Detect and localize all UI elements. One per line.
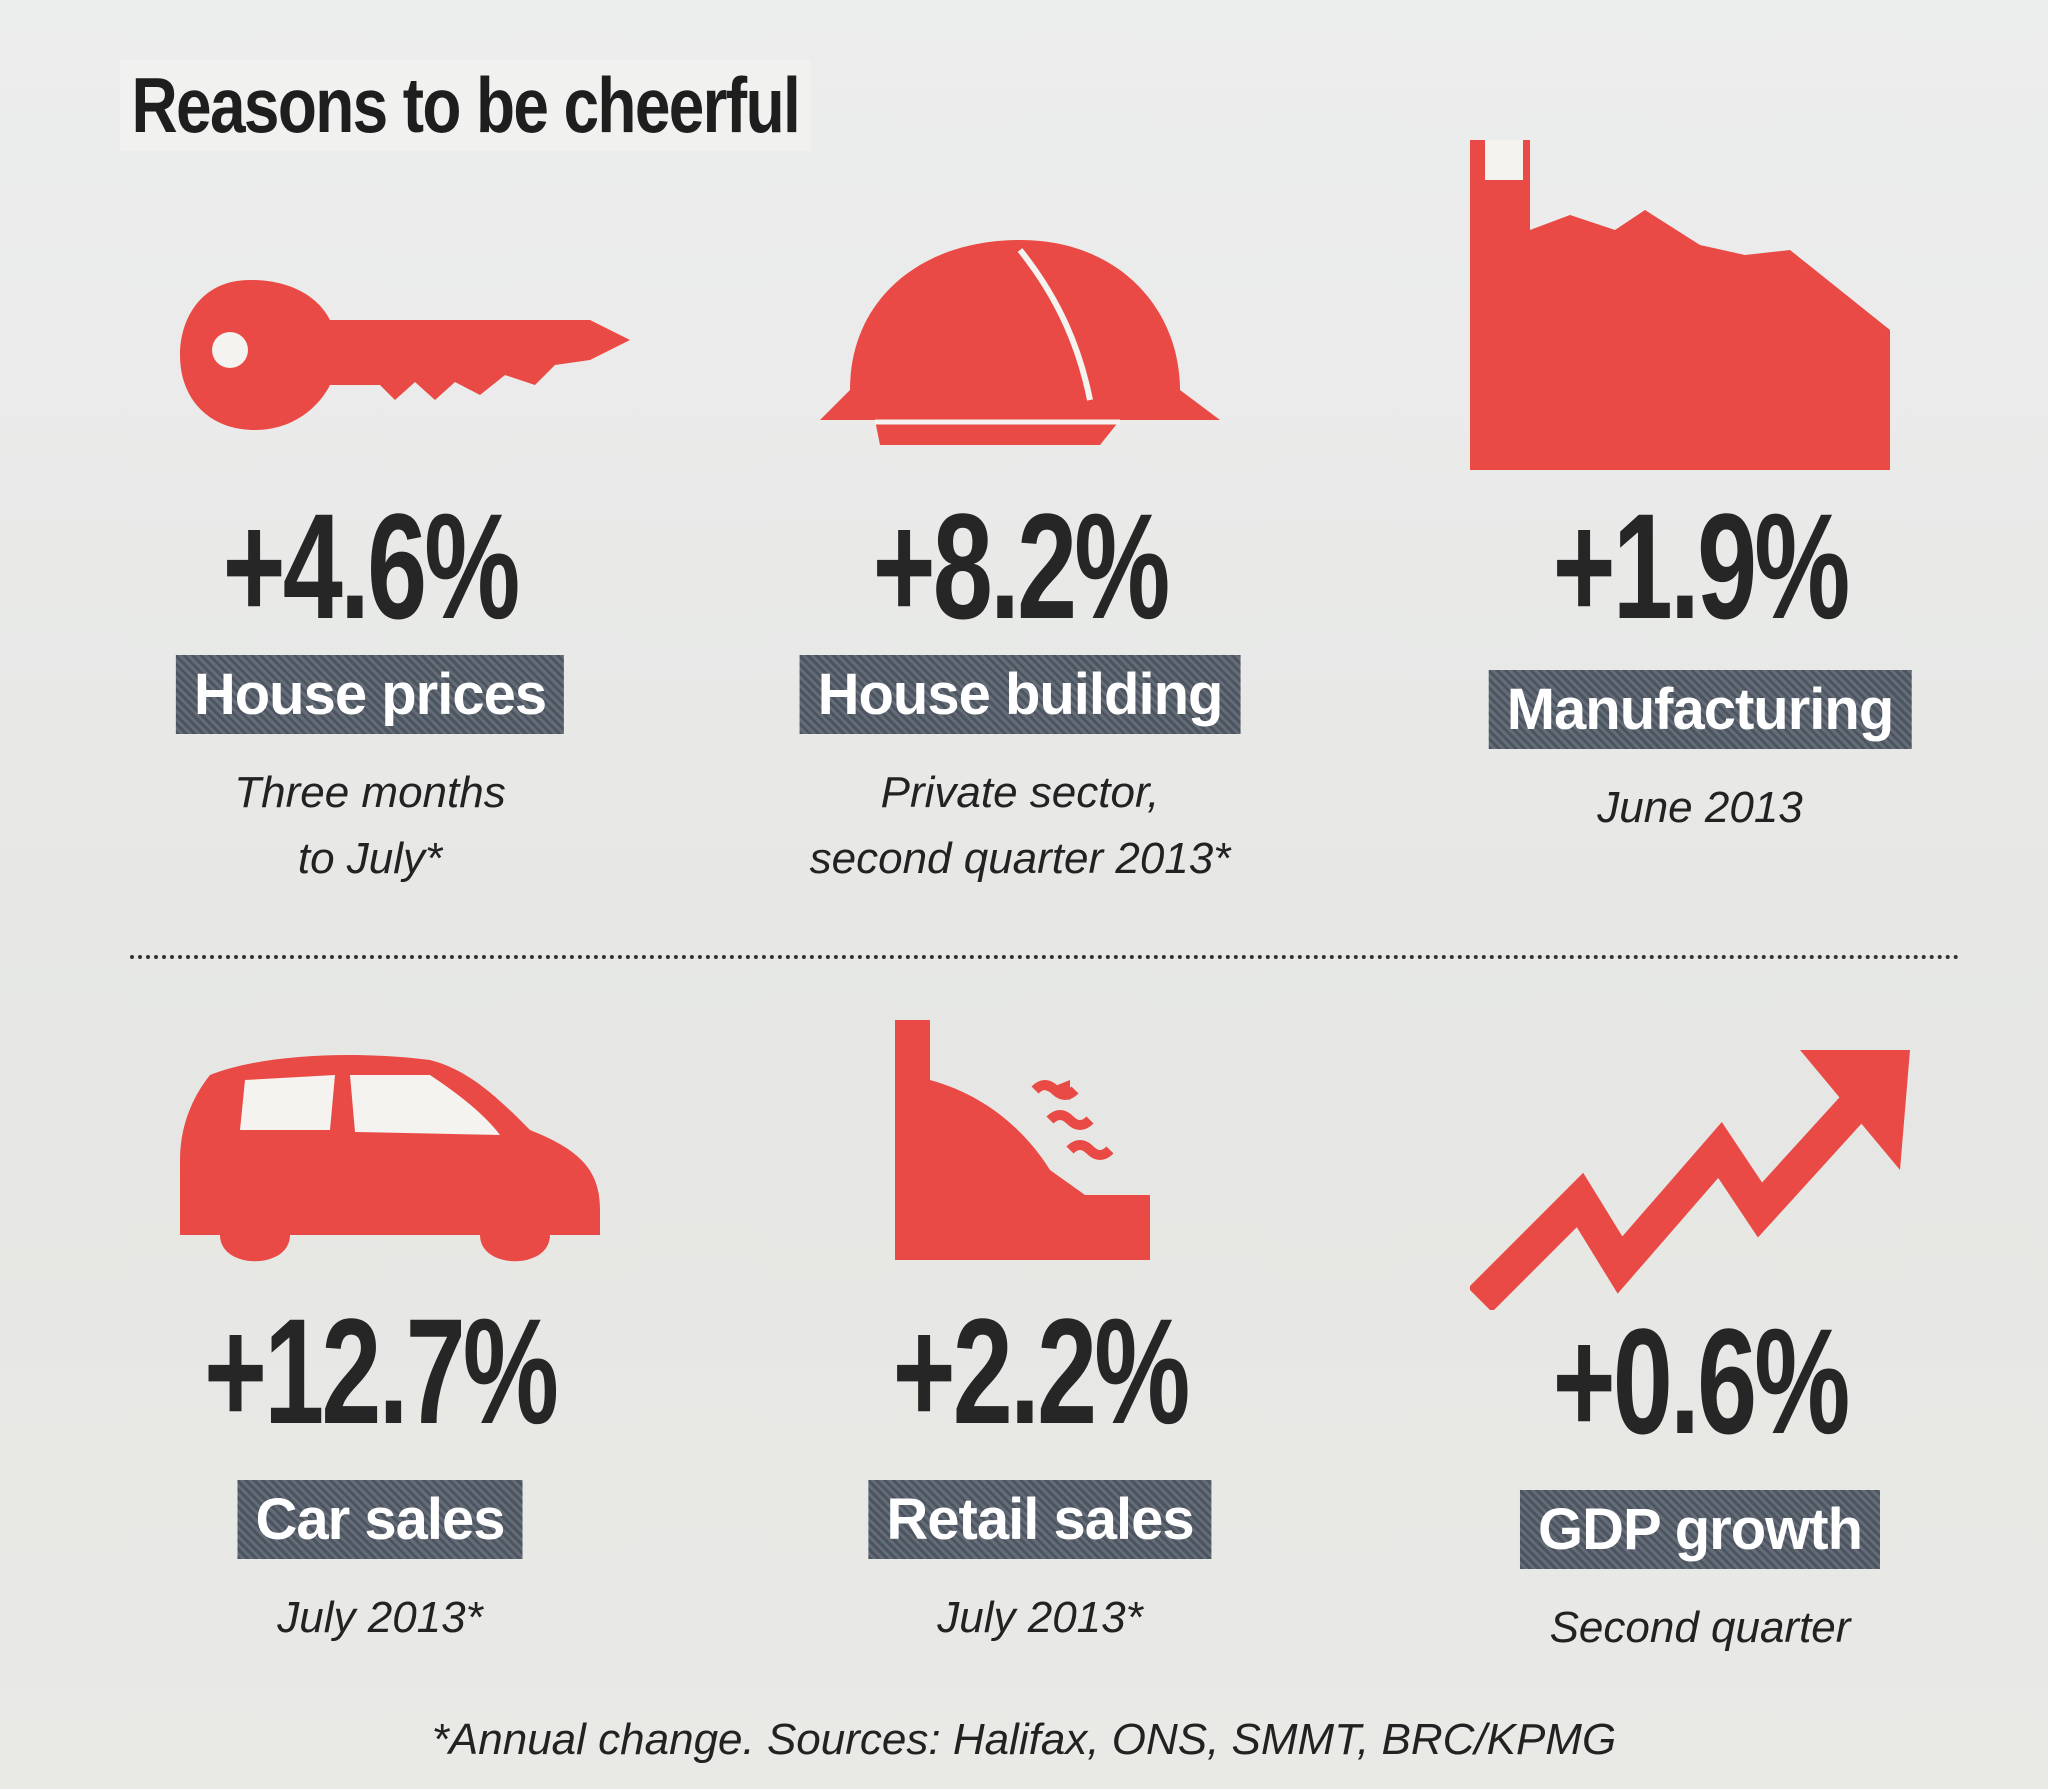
stat-note-line: June 2013 — [1597, 783, 1803, 832]
stat-label: House building — [799, 655, 1241, 734]
stat-note-line: Second quarter — [1549, 1603, 1851, 1652]
stat-note: Private sector, second quarter 2013* — [700, 760, 1340, 892]
section-divider — [130, 955, 1960, 959]
stat-car-sales: +12.7% Car sales July 2013* — [60, 1040, 700, 1740]
cash-register-icon — [895, 1020, 1150, 1260]
hard-hat-icon — [820, 240, 1220, 445]
stat-note-line: second quarter 2013* — [809, 834, 1231, 883]
stat-house-building: +8.2% House building Private sector, sec… — [700, 240, 1340, 940]
stat-value: +0.6% — [1552, 1297, 1851, 1465]
stat-label: House prices — [175, 655, 565, 734]
stat-note: July 2013* — [720, 1585, 1360, 1651]
page-title: Reasons to be cheerful — [120, 60, 811, 151]
stat-label: Car sales — [237, 1480, 523, 1559]
key-icon — [180, 280, 630, 430]
stat-note-line: Three months — [234, 768, 506, 817]
factory-icon — [1470, 140, 1890, 470]
car-icon — [180, 1055, 600, 1262]
stat-value: +4.6% — [222, 482, 521, 650]
stat-manufacturing: +1.9% Manufacturing June 2013 — [1380, 130, 2020, 832]
stat-note-line: Private sector, — [880, 768, 1160, 817]
stat-note-line: to July* — [297, 834, 443, 883]
sources-footnote: *Annual change. Sources: Halifax, ONS, S… — [431, 1715, 1617, 1764]
stat-note-line: July 2013* — [277, 1593, 483, 1642]
stat-value: +2.2% — [892, 1287, 1191, 1455]
stat-retail-sales: +2.2% Retail sales July 2013* — [720, 1020, 1360, 1720]
trend-arrow-icon — [1470, 1050, 1910, 1310]
stat-note: Second quarter — [1380, 1595, 2020, 1661]
stat-house-prices: +4.6% House prices Three months to July* — [50, 240, 690, 940]
stat-value: +1.9% — [1552, 482, 1851, 650]
stat-value: +12.7% — [203, 1287, 559, 1455]
stat-note-line: July 2013* — [937, 1593, 1143, 1642]
stat-note: June 2013 — [1380, 775, 2020, 841]
stat-value: +8.2% — [872, 482, 1171, 650]
stat-gdp-growth: +0.6% GDP growth Second quarter — [1380, 1030, 2020, 1730]
stat-label: Retail sales — [868, 1480, 1212, 1559]
stat-note: July 2013* — [60, 1585, 700, 1651]
stat-label: GDP growth — [1519, 1490, 1881, 1569]
stat-label: Manufacturing — [1488, 670, 1912, 749]
stat-note: Three months to July* — [50, 760, 690, 892]
